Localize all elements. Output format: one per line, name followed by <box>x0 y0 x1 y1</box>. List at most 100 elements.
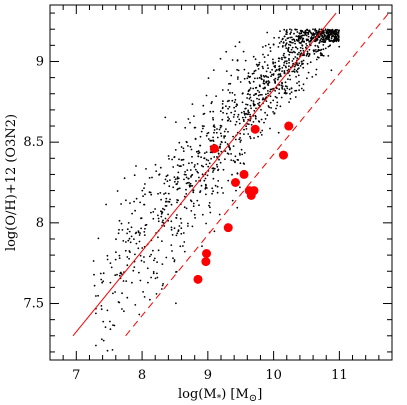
data-point <box>163 182 166 185</box>
data-point <box>233 106 236 109</box>
data-point <box>199 144 202 147</box>
data-point <box>322 48 325 51</box>
data-point <box>298 41 301 44</box>
data-point <box>152 249 154 252</box>
data-point <box>220 150 223 153</box>
data-point <box>262 67 264 70</box>
data-point <box>291 38 294 41</box>
data-point <box>286 69 289 72</box>
data-point <box>290 48 293 51</box>
data-point <box>264 111 266 114</box>
data-point <box>258 120 261 123</box>
data-point <box>175 302 177 305</box>
data-point <box>234 161 236 164</box>
background-points-layer <box>92 28 341 352</box>
data-point <box>212 117 214 119</box>
x-axis-label-start: log(M <box>178 387 217 402</box>
data-point <box>144 227 146 230</box>
data-point <box>191 161 193 164</box>
data-point <box>157 220 160 223</box>
data-point <box>303 34 305 37</box>
data-point <box>314 28 316 31</box>
data-point <box>315 29 318 32</box>
data-point <box>224 141 227 144</box>
data-point <box>168 185 171 188</box>
data-point <box>118 219 121 222</box>
data-point <box>241 101 244 104</box>
data-point <box>177 171 180 174</box>
data-point <box>184 171 187 173</box>
data-point <box>199 190 202 192</box>
data-point <box>177 177 180 180</box>
data-point <box>202 104 205 107</box>
data-point <box>192 205 195 208</box>
data-point <box>200 130 203 133</box>
data-point <box>236 68 239 71</box>
data-point <box>112 324 114 326</box>
data-point <box>187 145 189 147</box>
data-point <box>298 62 301 65</box>
data-point <box>130 226 133 229</box>
data-point <box>237 159 240 161</box>
data-point <box>185 188 187 191</box>
data-point <box>250 99 253 102</box>
data-point <box>219 110 222 113</box>
data-point <box>167 213 170 216</box>
data-point <box>129 241 132 244</box>
data-point <box>140 259 143 262</box>
data-point <box>318 41 321 44</box>
data-point <box>309 39 312 42</box>
data-point <box>157 249 160 252</box>
data-point <box>299 49 302 52</box>
data-point <box>137 247 140 250</box>
data-point <box>179 165 182 167</box>
data-point <box>302 49 305 52</box>
data-point <box>318 28 321 31</box>
x-axis-label-middle: ) [M <box>221 387 249 402</box>
data-point <box>285 60 288 62</box>
x-tick-label: 11 <box>331 368 348 383</box>
data-point <box>126 232 128 235</box>
data-point <box>289 92 291 95</box>
data-point <box>263 61 266 63</box>
data-point <box>203 152 206 155</box>
data-point <box>301 38 304 41</box>
data-point <box>115 238 117 241</box>
data-point <box>243 77 246 80</box>
data-point <box>299 33 301 35</box>
data-point <box>197 155 200 158</box>
data-point <box>231 199 234 202</box>
data-point <box>228 146 231 149</box>
data-point <box>247 75 250 77</box>
data-point <box>252 80 255 83</box>
data-point <box>306 29 309 31</box>
data-point <box>116 190 119 192</box>
data-point <box>187 177 190 180</box>
data-point <box>310 32 313 35</box>
data-point <box>223 130 226 133</box>
data-point <box>201 213 204 216</box>
data-point <box>330 31 333 34</box>
data-point <box>336 33 339 36</box>
data-point <box>170 226 173 229</box>
fit-lines-layer <box>72 12 390 337</box>
data-point <box>267 67 269 70</box>
y-tick-label: 8.5 <box>23 135 44 150</box>
data-point <box>256 97 258 100</box>
data-point <box>260 75 263 78</box>
data-point <box>286 87 289 90</box>
data-point <box>283 88 286 90</box>
data-point <box>212 136 215 139</box>
data-point <box>287 37 290 39</box>
data-point <box>258 61 261 64</box>
data-point <box>114 274 117 277</box>
data-point <box>273 65 276 68</box>
data-point <box>225 70 228 72</box>
data-point <box>249 104 252 107</box>
highlight-point <box>202 249 212 258</box>
data-point <box>176 201 178 204</box>
data-point <box>196 163 199 165</box>
x-axis-label-end: ] <box>257 387 262 402</box>
data-point <box>240 111 243 114</box>
data-point <box>216 136 219 139</box>
